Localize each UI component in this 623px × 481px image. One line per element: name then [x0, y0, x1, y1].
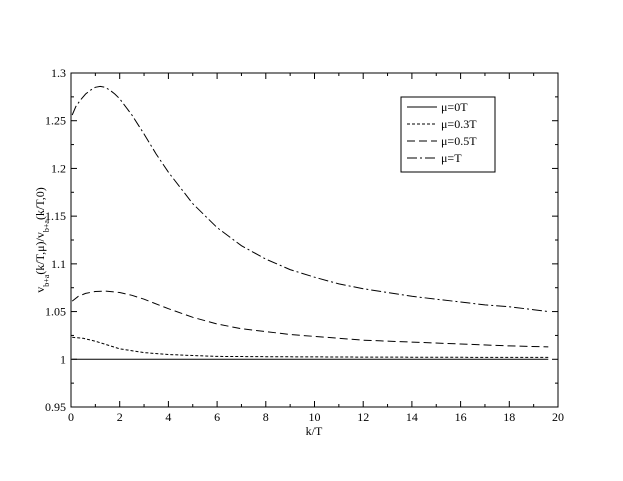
series-layer: [71, 85, 549, 360]
y-tick-label: 1.1: [51, 257, 66, 271]
legend-label: μ=0T: [441, 100, 468, 114]
x-tick-label: 14: [406, 410, 418, 424]
x-tick-label: 10: [309, 410, 321, 424]
x-tick-label: 18: [503, 410, 515, 424]
y-axis-label: vb+a(k/T,μ)/vb+a(k/T,0): [33, 187, 51, 292]
x-tick-label: 4: [165, 410, 171, 424]
x-axis-label: k/T: [306, 424, 323, 438]
x-axis-ticks: 0 2 4 6 8 10 12 14 16 18 20: [68, 73, 564, 424]
y-tick-label: 1: [60, 352, 66, 366]
x-tick-label: 12: [357, 410, 369, 424]
legend-box: [400, 96, 496, 173]
x-tick-label: 6: [214, 410, 220, 424]
y-tick-label: 1.15: [45, 209, 66, 223]
x-tick-label: 16: [455, 410, 467, 424]
legend-label: μ=T: [441, 151, 462, 165]
y-tick-label: 1.2: [51, 161, 66, 175]
series-line: [72, 336, 549, 358]
series-line: [71, 85, 549, 313]
y-tick-label: 0.95: [45, 400, 66, 414]
x-tick-label: 2: [117, 410, 123, 424]
y-tick-label: 1.05: [45, 305, 66, 319]
y-axis-ticks: 0.95 1 1.05 1.1 1.15 1.2 1.25 1.3: [45, 66, 558, 414]
legend-label: μ=0.5T: [441, 134, 477, 148]
y-axis-label-part: b+a: [42, 220, 51, 233]
series-line: [71, 290, 549, 348]
legend-label: μ=0.3T: [441, 117, 477, 131]
x-tick-label: 8: [263, 410, 269, 424]
y-axis-label-part: (k/T,μ)/v: [33, 232, 47, 275]
legend: μ=0T μ=0.3T μ=0.5T μ=T: [400, 96, 496, 173]
y-axis-label-part: (k/T,0): [33, 187, 47, 220]
y-tick-label: 1.25: [45, 114, 66, 128]
y-axis-label-part: v: [33, 287, 47, 293]
x-tick-label: 20: [552, 410, 564, 424]
y-tick-label: 1.3: [51, 66, 66, 80]
x-tick-label: 0: [68, 410, 74, 424]
y-axis-label-part: b+a: [42, 274, 51, 287]
